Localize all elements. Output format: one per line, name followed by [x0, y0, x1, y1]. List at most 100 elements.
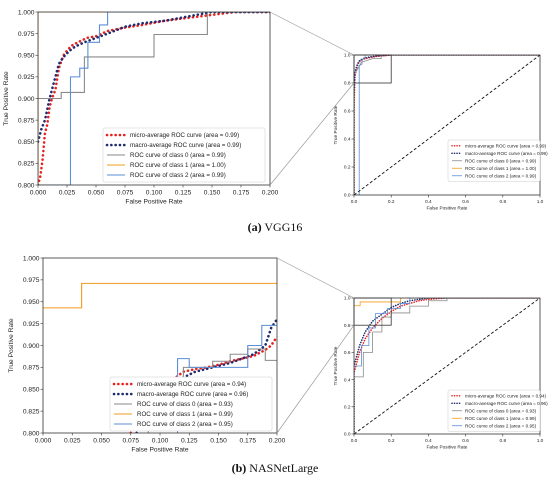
series-line-macro — [354, 55, 540, 195]
nasnet-zoom-series-group — [43, 282, 277, 433]
y-tick-label: 0.2 — [344, 165, 351, 171]
y-tick-label: 0.8 — [344, 323, 351, 329]
nasnet-zoom-connector-top — [276, 257, 355, 299]
series-line-chance — [354, 55, 540, 195]
y-tick-label: 0.900 — [23, 343, 40, 350]
y-tick-label: 0.4 — [344, 377, 351, 383]
x-tick-label: 0.025 — [64, 438, 81, 445]
y-tick-label: 0.925 — [18, 74, 35, 81]
legend-label-class0: ROC curve of class 0 (area = 0.99) — [130, 152, 226, 159]
caption-b-text: NASNetLarge — [249, 461, 319, 475]
vgg16-zoom-connector-bottom — [269, 82, 355, 186]
series-line-chance — [354, 298, 540, 434]
y-tick-label: 0.875 — [18, 117, 35, 124]
y-tick-label: 0.6 — [344, 109, 351, 115]
y-tick-label: 0.8 — [344, 81, 351, 87]
caption-a-text: VGG16 — [264, 220, 303, 234]
legend-label-class2: ROC curve of class 2 (area = 0.99) — [465, 173, 537, 178]
legend-label-class2: ROC curve of class 2 (area = 0.99) — [130, 172, 226, 179]
x-axis-label: False Positive Rate — [125, 199, 183, 206]
y-tick-label: 0.825 — [23, 408, 40, 415]
vgg16-zoom-legend-box — [102, 127, 266, 183]
legend-label-class1: ROC curve of class 1 (area = 0.99) — [465, 416, 537, 421]
y-axis-label: True Positive Rate — [333, 105, 339, 144]
y-tick-label: 0.900 — [18, 96, 35, 103]
x-tick-label: 0.2 — [388, 438, 395, 444]
x-axis-label: False Positive Rate — [427, 444, 468, 450]
x-tick-label: 0.175 — [239, 438, 256, 445]
x-tick-label: 0.125 — [175, 190, 192, 197]
x-tick-label: 0.050 — [88, 190, 105, 197]
x-tick-label: 0.200 — [262, 190, 279, 197]
x-tick-label: 0.4 — [425, 199, 432, 205]
y-tick-label: 0.2 — [344, 404, 351, 410]
x-tick-label: 0.075 — [122, 438, 139, 445]
y-tick-label: 0.975 — [18, 31, 35, 38]
legend-label-class0: ROC curve of class 0 (area = 0.93) — [465, 408, 537, 413]
caption-a-label: (a) — [247, 220, 262, 234]
nasnet-full-chart: 0.0 0.2 0.4 0.6 0.8 1.0 0.0 0.2 0.4 0.6 0.8 1.0 Fals… — [333, 296, 548, 451]
series-line-class0 — [354, 55, 540, 195]
y-tick-label: 0.925 — [23, 321, 40, 328]
y-tick-label: 0.0 — [344, 432, 351, 438]
series-line-class2 — [354, 298, 540, 434]
x-tick-label: 0.150 — [210, 438, 227, 445]
y-tick-label: 0.4 — [344, 137, 351, 143]
x-tick-label: 0.175 — [233, 190, 250, 197]
series-line-macro — [135, 317, 277, 433]
nasnet-zoom-chart: 0.000 0.025 0.050 0.075 0.100 0.125 0.150 0.175… — [8, 255, 286, 453]
legend-label-macro: macro-average ROC curve (area = 0.96) — [465, 401, 548, 406]
y-tick-label: 0.850 — [23, 387, 40, 394]
series-line-class2 — [177, 324, 277, 433]
x-tick-label: 0.8 — [499, 438, 506, 444]
series-line-class1 — [43, 282, 277, 309]
legend-label-micro: micro-average ROC curve (area = 0.94) — [137, 381, 246, 388]
series-line-class1 — [354, 298, 540, 434]
x-tick-label: 0.000 — [35, 438, 52, 445]
legend-label-class1: ROC curve of class 1 (area = 1.00) — [130, 162, 226, 169]
caption-a: (a) VGG16 — [0, 220, 550, 235]
nasnet-zoom-connector-bottom — [276, 324, 355, 434]
vgg16-zoom-chart: 0.000 0.025 0.050 0.075 0.100 0.125 0.150 0.175… — [3, 9, 279, 205]
y-tick-label: 0.975 — [23, 277, 40, 284]
x-axis-label: False Positive Rate — [427, 205, 468, 211]
series-line-class0 — [38, 12, 270, 134]
x-tick-label: 0.025 — [59, 190, 76, 197]
legend-label-class0: ROC curve of class 0 (area = 0.99) — [465, 158, 537, 163]
x-tick-label: 0.075 — [117, 190, 134, 197]
legend-label-macro: macro-average ROC curve (area = 0.96) — [137, 391, 248, 398]
y-tick-label: 1.000 — [18, 9, 35, 16]
nasnet-full-legend-box — [447, 389, 541, 432]
y-axis-label: True Positive Rate — [3, 71, 10, 126]
y-tick-label: 0.825 — [18, 161, 35, 168]
vgg16-full-zoom-region-box — [353, 54, 392, 84]
x-tick-label: 0.4 — [425, 438, 432, 444]
x-tick-label: 0.150 — [204, 190, 221, 197]
y-tick-label: 0.850 — [18, 139, 35, 146]
legend-label-class2: ROC curve of class 2 (area = 0.95) — [137, 421, 233, 428]
vgg16-full-plot-frame — [353, 54, 541, 196]
caption-b: (b) NASNetLarge — [0, 461, 550, 476]
x-tick-label: 0.000 — [30, 190, 47, 197]
nasnet-zoom-legend-box — [109, 376, 273, 432]
y-tick-label: 0.950 — [23, 299, 40, 306]
y-tick-label: 0.800 — [23, 430, 40, 437]
legend-label-class2: ROC curve of class 2 (area = 0.95) — [465, 423, 537, 428]
legend-label-macro: macro-average ROC curve (area = 0.99) — [130, 142, 241, 149]
legend-label-micro: micro-average ROC curve (area = 0.99) — [130, 132, 239, 139]
x-tick-label: 0.2 — [388, 199, 395, 205]
series-line-macro — [354, 298, 540, 434]
x-tick-label: 0.050 — [93, 438, 110, 445]
y-axis-label: True Positive Rate — [8, 318, 15, 373]
nasnet-full-plot-frame — [353, 297, 541, 435]
x-tick-label: 0.125 — [181, 438, 198, 445]
x-axis-label: False Positive Rate — [131, 447, 189, 454]
y-tick-label: 1.0 — [344, 296, 351, 302]
legend-label-class1: ROC curve of class 1 (area = 1.00) — [465, 166, 537, 171]
legend-label-macro: macro-average ROC curve (area = 0.99) — [465, 151, 548, 156]
x-tick-label: 0.0 — [351, 438, 358, 444]
vgg16-full-legend-box — [447, 139, 541, 182]
vgg16-zoom-series-group — [38, 12, 270, 185]
y-tick-label: 1.0 — [344, 53, 351, 59]
